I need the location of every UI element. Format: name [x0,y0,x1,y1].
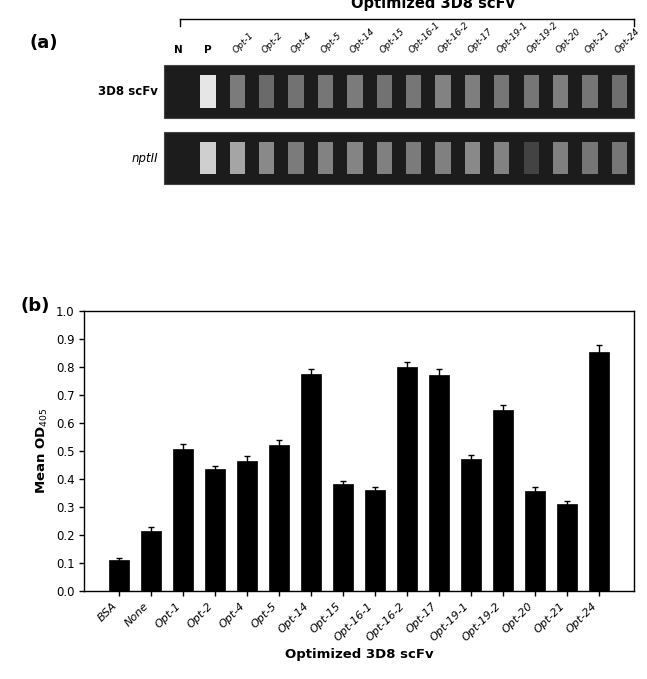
Text: Opt-19-1: Opt-19-1 [496,20,530,55]
Bar [269,445,289,591]
Bar [173,449,193,591]
Bar [347,75,362,108]
X-axis label: Optimized 3D8 scFv: Optimized 3D8 scFv [285,648,433,661]
Bar [141,530,161,591]
Bar [289,75,303,108]
Text: Opt-16-2: Opt-16-2 [437,20,472,55]
Bar [289,142,303,175]
Text: N: N [174,45,183,55]
Bar [553,142,568,175]
Text: Opt-17: Opt-17 [466,26,494,55]
Bar [435,75,451,108]
Bar [301,374,321,591]
Bar [397,367,417,591]
Text: Opt-16-1: Opt-16-1 [407,20,442,55]
Text: (b): (b) [21,297,50,315]
Bar [553,75,568,108]
Bar [333,484,353,591]
Text: Opt-15: Opt-15 [378,26,406,55]
Bar [611,75,627,108]
Bar [494,142,509,175]
Bar [318,142,333,175]
Bar [525,492,545,591]
Bar [611,142,627,175]
Bar [557,504,577,591]
Text: 3D8 scFv: 3D8 scFv [98,85,159,98]
Bar [493,410,513,591]
Bar [201,75,215,108]
Text: Opt-1: Opt-1 [231,31,256,55]
Text: Opt-2: Opt-2 [260,31,285,55]
Bar [461,459,481,591]
Bar [377,142,392,175]
Text: Opt-5: Opt-5 [319,31,344,55]
Bar [429,375,449,591]
Bar [259,75,274,108]
Bar [109,560,129,591]
Bar [230,142,245,175]
Bar [365,490,385,591]
Text: Opt-4: Opt-4 [290,31,314,55]
Text: Opt-19-2: Opt-19-2 [525,20,560,55]
Bar [347,142,362,175]
Bar [377,75,392,108]
Text: Optimized 3D8 scFv: Optimized 3D8 scFv [351,0,515,12]
Bar [164,132,634,184]
Text: Opt-20: Opt-20 [554,26,582,55]
Bar [435,142,451,175]
Text: (a): (a) [29,34,58,52]
Bar [237,460,257,591]
Bar [230,75,245,108]
Bar [164,65,634,118]
Bar [589,352,609,591]
Bar [259,142,274,175]
Bar [406,75,421,108]
Text: Opt-21: Opt-21 [584,26,612,55]
Bar [582,142,598,175]
Bar [406,142,421,175]
Bar [205,469,225,591]
Bar [201,142,215,175]
Text: nptII: nptII [132,151,159,164]
Text: Opt-24: Opt-24 [613,26,641,55]
Bar [465,142,480,175]
Bar [465,75,480,108]
Text: P: P [204,45,212,55]
Y-axis label: Mean OD$_{405}$: Mean OD$_{405}$ [35,407,50,494]
Bar [582,75,598,108]
Bar [523,142,539,175]
Bar [494,75,509,108]
Bar [523,75,539,108]
Text: Opt-14: Opt-14 [349,26,377,55]
Bar [318,75,333,108]
